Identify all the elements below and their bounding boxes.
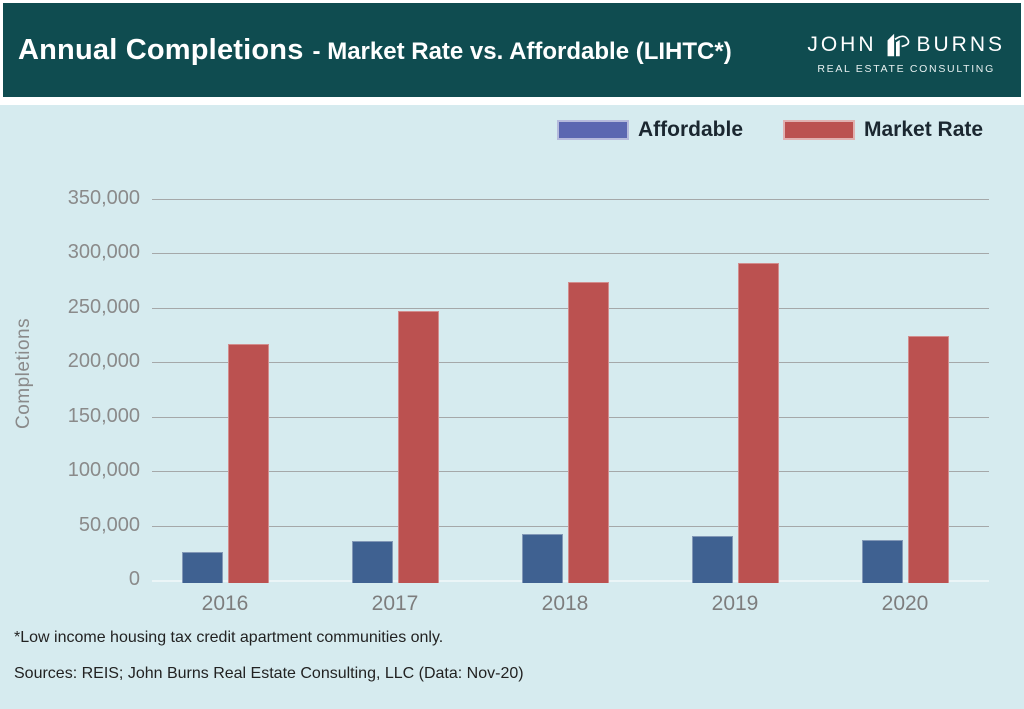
legend-label-market-rate: Market Rate [864, 118, 984, 141]
bar-market-rate-2016 [227, 344, 269, 583]
x-tick-label-2016: 2016 [201, 592, 249, 615]
legend-item-market-rate: Market Rate [783, 118, 983, 142]
x-tick-label-2017: 2017 [371, 592, 419, 615]
legend-swatch-affordable [557, 120, 629, 140]
y-tick-label-200000: 200,000 [67, 350, 140, 372]
bar-affordable-2020 [861, 540, 903, 583]
footnote: *Low income housing tax credit apartment… [14, 629, 444, 646]
bar-market-rate-2020 [907, 336, 949, 583]
chart-section: Affordable Market Rate Completions 0 50,0… [0, 105, 1024, 709]
brand-name-left: JOHN [807, 32, 877, 56]
plot-area: 0 50,000 100,000 150,000 200,000 250,000 300,0… [0, 105, 1024, 709]
y-tick-label-50000: 50,000 [78, 514, 140, 536]
bar-affordable-2017 [351, 541, 393, 583]
brand-name-row: JOHN BURNS [807, 30, 1005, 60]
gridline-300000 [152, 253, 989, 254]
brand-name-right: BURNS [916, 32, 1005, 56]
y-tick-label-300000: 300,000 [67, 241, 140, 263]
legend-item-affordable: Affordable [557, 118, 743, 142]
brand-logo: JOHN BURNS REAL ESTATE CONSULTING [807, 30, 1005, 75]
title-main: Annual Completions [18, 33, 304, 66]
sources-line: Sources: REIS; John Burns Real Estate Co… [14, 665, 524, 682]
legend-swatch-market-rate [783, 120, 855, 140]
bar-market-rate-2017 [397, 311, 439, 583]
header: Annual Completions - Market Rate vs. Affo… [3, 3, 1021, 97]
building-icon [881, 30, 911, 60]
x-tick-label-2020: 2020 [881, 592, 929, 615]
y-tick-label-150000: 150,000 [67, 405, 140, 427]
x-tick-label-2018: 2018 [541, 592, 589, 615]
legend-label-affordable: Affordable [638, 118, 743, 141]
gridline-350000 [152, 199, 989, 200]
y-tick-label-250000: 250,000 [67, 296, 140, 318]
chart-legend: Affordable Market Rate [557, 118, 983, 142]
y-tick-label-100000: 100,000 [67, 459, 140, 481]
bar-affordable-2016 [181, 552, 223, 583]
bar-affordable-2019 [691, 536, 733, 583]
brand-tagline: REAL ESTATE CONSULTING [817, 62, 995, 75]
bar-market-rate-2019 [737, 263, 779, 583]
title-sub: - Market Rate vs. Affordable (LIHTC*) [312, 37, 732, 65]
page-title: Annual Completions - Market Rate vs. Affo… [18, 34, 732, 67]
y-tick-label-350000: 350,000 [67, 187, 140, 209]
x-tick-label-2019: 2019 [711, 592, 759, 615]
y-tick-label-0: 0 [128, 568, 140, 590]
bar-market-rate-2018 [567, 282, 609, 583]
bar-affordable-2018 [521, 534, 563, 583]
